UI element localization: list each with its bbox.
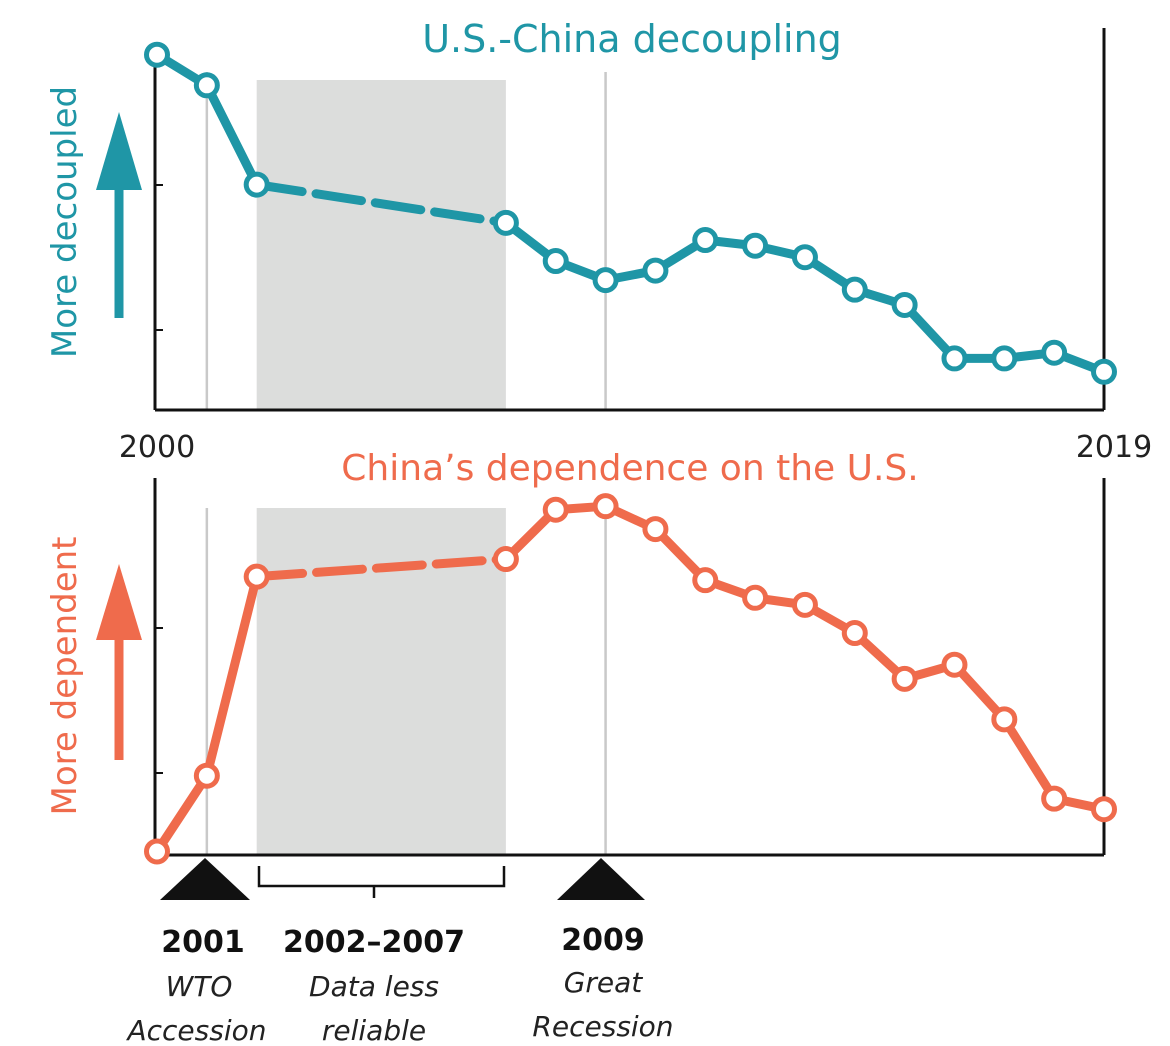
event-year-2009: 2009 <box>561 923 645 958</box>
arrow-up-icon <box>96 564 142 760</box>
dependence-segment-2017-2018 <box>999 714 1059 804</box>
dependence-point-2012 <box>742 584 769 611</box>
y-axis-label-dependent: More dependent <box>45 536 85 815</box>
event-desc-2009-line1: Great <box>564 966 644 999</box>
y-axis-label-decoupled: More decoupled <box>45 86 85 358</box>
shaded-period-label: 2002–2007 <box>283 925 465 960</box>
dependence-point-2016 <box>941 651 968 678</box>
shaded-period-top <box>256 80 506 410</box>
event-year-2001: 2001 <box>161 925 245 960</box>
dependence-segment-2000-2001 <box>152 771 212 856</box>
decoupling-segment-2002-2007 <box>252 180 511 228</box>
event-desc-2009-line2: Recession <box>532 1010 673 1043</box>
dependence-point-2013 <box>791 591 818 618</box>
decoupling-segment-2001-2002 <box>202 80 262 190</box>
event-marker-2001-icon <box>160 858 250 900</box>
decoupling-point-2016 <box>941 345 968 372</box>
dependence-point-2002 <box>243 563 270 590</box>
decoupling-point-2013 <box>791 244 818 271</box>
dependence-point-2017 <box>991 706 1018 733</box>
dependence-point-2008 <box>542 496 569 523</box>
dependence-point-2000 <box>144 838 170 865</box>
chart-title-dependence: China’s dependence on the U.S. <box>341 448 918 489</box>
dependence-segment-2001-2002 <box>202 572 262 781</box>
decoupling-point-2014 <box>841 276 868 303</box>
decoupling-point-2007 <box>492 209 519 236</box>
axes <box>153 28 1106 857</box>
dependence-point-2015 <box>891 665 918 692</box>
decoupling-point-2019 <box>1091 358 1117 385</box>
dependence-point-2018 <box>1041 785 1068 812</box>
x-axis-start-label: 2000 <box>119 430 195 465</box>
series-decoupling <box>144 41 1117 385</box>
chart-title-decoupling: U.S.-China decoupling <box>422 17 842 61</box>
dependence-point-2014 <box>841 620 868 647</box>
series-dependence <box>144 493 1117 865</box>
decoupling-point-2001 <box>193 72 220 99</box>
shaded-period-desc-line1: Data less <box>309 970 439 1003</box>
decoupling-point-2018 <box>1041 339 1068 366</box>
dependence-point-2009 <box>592 493 619 520</box>
event-marker-2009-icon <box>557 858 645 900</box>
dependence-point-2019 <box>1091 796 1117 823</box>
dependence-point-2007 <box>492 546 519 573</box>
dependence-point-2010 <box>642 516 669 543</box>
shaded-period-desc-line2: reliable <box>322 1014 426 1046</box>
decoupling-point-2002 <box>243 171 270 198</box>
decoupling-point-2010 <box>642 257 669 284</box>
decoupling-point-2017 <box>991 345 1018 372</box>
event-desc-2001-line2: Accession <box>125 1014 266 1046</box>
dependence-point-2001 <box>193 762 220 789</box>
x-axis-end-label: 2019 <box>1076 430 1152 465</box>
decoupling-point-2011 <box>692 227 719 254</box>
decoupling-point-2008 <box>542 248 569 275</box>
decoupling-point-2012 <box>742 232 769 259</box>
arrow-up-icon <box>96 112 142 318</box>
decoupling-point-2000 <box>144 41 170 68</box>
decoupling-point-2015 <box>891 291 918 318</box>
shaded-period-bracket <box>257 866 506 898</box>
event-reference-lines <box>205 72 607 855</box>
dependence-point-2011 <box>692 567 719 594</box>
event-desc-2001-line1: WTO <box>166 970 233 1003</box>
dependence-segment-2002-2007 <box>252 554 511 582</box>
decoupling-point-2009 <box>592 267 619 294</box>
